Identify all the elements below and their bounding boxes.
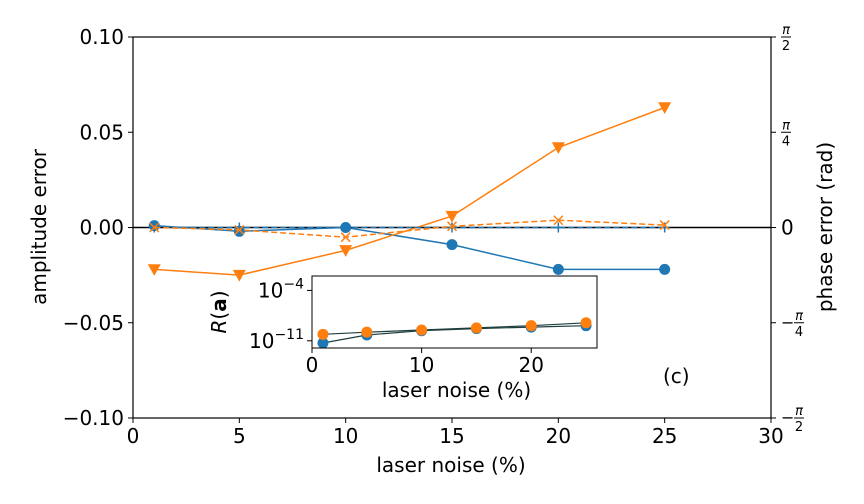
y-left-tick-label-1: 0.05	[79, 120, 124, 144]
x-tick-label-2: 10	[333, 424, 358, 448]
series-1-point-3	[445, 210, 459, 223]
y-right-tick-num-0: π	[782, 23, 790, 38]
inset-y-axis-label: R(a)	[207, 290, 231, 333]
y-right-tick-num-4: π	[795, 404, 803, 419]
y-right-tick-label-2: 0	[781, 216, 794, 240]
y-right-tick-sign-3: −	[781, 313, 794, 332]
inset-x-tick-label-0: 0	[306, 353, 319, 377]
y-axis-label-right: phase error (rad)	[813, 142, 837, 312]
y-right-tick-label-4: − π2	[781, 404, 804, 435]
y-right-tick-label-0: π2	[781, 23, 791, 54]
series-0-point-5	[659, 263, 671, 275]
main-series-group	[147, 102, 672, 282]
series-1-point-5	[658, 102, 672, 114]
y-axis-label-left: amplitude error	[27, 148, 51, 305]
series-0-point-4	[552, 263, 564, 275]
inset-y-tick-label-1: 10−11	[249, 327, 304, 353]
y-right-tick-den-4: 2	[795, 420, 803, 435]
x-tick-label-0: 0	[127, 424, 140, 448]
inset-series-1-point-2	[416, 324, 428, 336]
y-left-tick-label-0: 0.10	[79, 25, 124, 49]
inset-series-1-point-5	[580, 317, 592, 329]
inset-y-tick-label-0: 10−4	[258, 276, 304, 302]
inset-series-1-point-3	[470, 322, 482, 334]
y-right-tick-den-3: 4	[795, 325, 803, 340]
y-right-tick-label-1: π4	[781, 118, 791, 149]
y-left-tick-label-4: −0.10	[63, 406, 124, 430]
inset-series-0-line	[322, 325, 587, 344]
x-tick-label-5: 25	[652, 424, 677, 448]
y-right-tick-text-2: 0	[781, 216, 794, 240]
inset-frame	[311, 275, 598, 349]
series-3-line	[154, 219, 665, 238]
series-3-point-0	[149, 222, 160, 233]
series-3-point-1	[234, 224, 245, 235]
y-left-tick-label-2: 0.00	[79, 216, 124, 240]
y-right-tick-den-1: 4	[782, 134, 790, 149]
inset-x-tick-label-1: 10	[409, 353, 434, 377]
y-right-tick-den-0: 2	[782, 39, 790, 54]
y-right-tick-sign-4: −	[781, 408, 794, 427]
inset-series-1-point-4	[525, 320, 537, 332]
series-0-line	[154, 224, 665, 271]
inset-series-1-point-1	[361, 326, 373, 338]
y-left-tick-label-3: −0.05	[63, 311, 124, 335]
y-right-tick-num-3: π	[795, 309, 803, 324]
series-1-point-0	[147, 264, 161, 276]
series-1-line	[154, 106, 665, 276]
inset-plot: 0 10 20 10−4 10−11 R(a) laser noise (%)	[207, 275, 598, 402]
x-tick-label-1: 5	[233, 424, 246, 448]
series-3-point-5	[659, 220, 670, 231]
series-3-point-2	[340, 232, 351, 243]
series-2-point-5	[659, 222, 670, 233]
inset-x-axis-label: laser noise (%)	[382, 378, 531, 402]
panel-label: (c)	[663, 364, 690, 388]
main-axes: 0 5 10 15 20 25 300.100.050.00−0.05−0.10π2π40−…	[63, 23, 804, 448]
inset-series-1-point-0	[317, 328, 329, 340]
series-2-point-3	[447, 222, 457, 233]
x-tick-label-6: 30	[758, 424, 783, 448]
series-3-point-3	[446, 221, 458, 232]
x-tick-label-4: 20	[546, 424, 571, 448]
series-2-point-2	[340, 222, 351, 233]
series-3-point-4	[553, 215, 564, 226]
series-0-point-3	[446, 239, 458, 251]
y-right-tick-num-1: π	[782, 118, 790, 133]
series-1-point-2	[339, 245, 353, 257]
series-1-point-1	[232, 269, 246, 282]
y-right-tick-label-3: − π4	[781, 309, 804, 340]
inset-series-0-point-0	[317, 337, 329, 349]
x-tick-label-3: 15	[439, 424, 464, 448]
series-1-point-4	[551, 142, 565, 154]
inset-series-1-line	[322, 322, 587, 335]
series-2-point-4	[553, 222, 564, 233]
x-axis-label: laser noise (%)	[376, 453, 525, 477]
inset-x-tick-label-2: 20	[519, 353, 544, 377]
